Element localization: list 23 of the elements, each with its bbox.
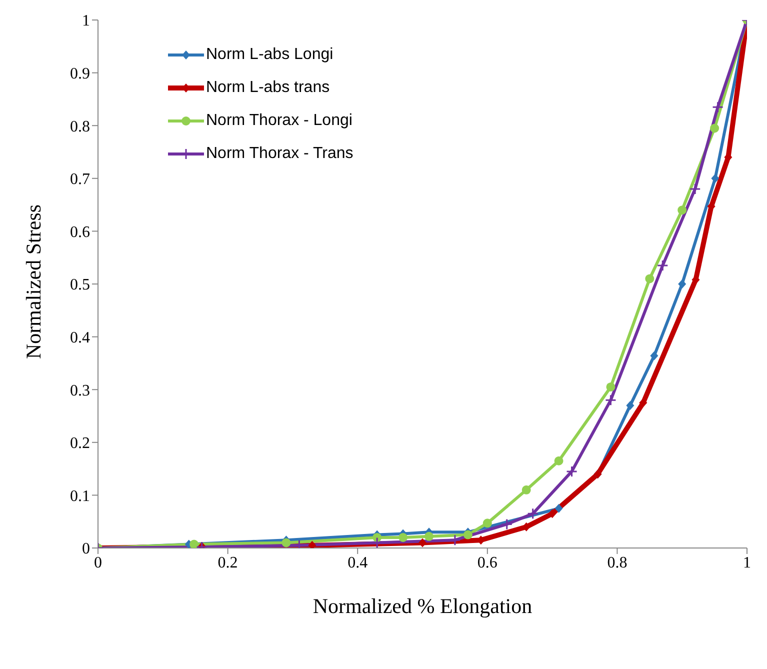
y-tick-label: 0.8 xyxy=(70,118,90,136)
x-tick-label: 0.6 xyxy=(477,554,498,572)
y-tick-label: 0.1 xyxy=(70,488,90,505)
y-tick-label: 0.2 xyxy=(70,435,90,452)
y-tick-label: 0.7 xyxy=(70,171,90,188)
x-tick-label: 0 xyxy=(94,554,102,572)
y-tick-label: 0.4 xyxy=(70,329,90,346)
y-tick-label: 0.6 xyxy=(70,224,90,241)
x-tick-label: 0.8 xyxy=(607,554,628,572)
y-axis-title: Normalized Stress xyxy=(21,204,46,359)
y-tick-label: 0.9 xyxy=(70,65,90,82)
y-tick-label: 1 xyxy=(82,12,90,30)
legend-label: Norm Thorax - Longi xyxy=(206,112,352,130)
x-tick-label: 0.2 xyxy=(218,554,238,572)
legend-label: Norm L-abs trans xyxy=(206,78,330,96)
legend-label: Norm L-abs Longi xyxy=(206,46,334,64)
x-tick-label: 0.4 xyxy=(348,554,368,572)
x-axis-title: Normalized % Elongation xyxy=(312,594,533,618)
y-tick-label: 0.5 xyxy=(70,276,90,294)
y-tick-label: 0.3 xyxy=(70,382,90,400)
y-tick-label: 0 xyxy=(82,540,90,558)
x-tick-label: 1 xyxy=(743,554,751,572)
legend-label: Norm Thorax - Trans xyxy=(206,144,354,162)
